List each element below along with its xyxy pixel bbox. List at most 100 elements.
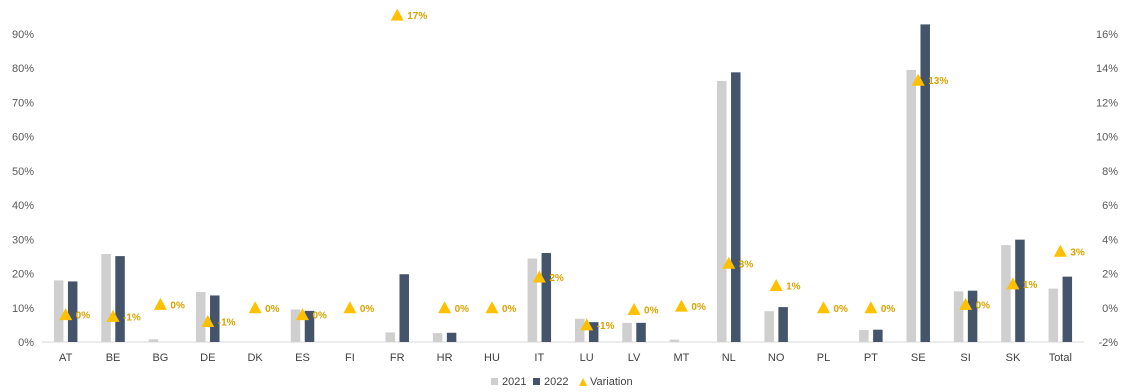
variation-label: 3% [739,259,754,270]
bar-2021 [290,309,301,342]
variation-label: -1% [597,321,615,332]
variation-label: 1% [1023,280,1038,291]
y-left-tick-label: 90% [12,29,34,41]
y-right-tick-label: 12% [1096,97,1118,109]
variation-label: 0% [644,305,659,316]
variation-label: 0% [360,304,375,315]
y-right-tick-label: 2% [1102,269,1118,281]
bar-2022 [920,24,930,342]
axes: 0% 10% 20% 30% 40% 50% 60% 70% 80% 90% -2% 0% 2% 4% 6%… [12,29,1118,349]
category-label: PT [864,352,878,364]
bar-2021 [1001,245,1011,342]
category-label: SK [1006,352,1021,364]
bar-2021 [385,332,395,342]
variation-marker [485,301,499,314]
y-right-tick-label: 10% [1096,132,1118,144]
variation-marker [864,301,878,314]
bar-2021 [622,322,632,342]
variation-marker [390,8,404,21]
bar-2021 [53,280,64,342]
legend-label-2022: 2022 [544,376,568,388]
variation-label: 0% [455,304,470,315]
variation-marker [248,301,262,314]
category-label: ES [295,352,310,364]
bar-2022 [304,310,315,342]
category-label: HU [484,352,500,364]
variation-label: 0% [313,311,328,322]
bar-2021 [101,254,111,342]
bar-2022 [67,281,78,342]
bar-2021 [574,318,585,342]
variation-marker [722,256,736,269]
category-label: DK [247,352,263,364]
y-right-tick-label: 6% [1102,200,1118,212]
category-label: PL [817,352,830,364]
bar-2022 [541,253,552,342]
variation-label: 0% [881,304,896,315]
variation-label: 1% [786,282,801,293]
legend-swatch-2021 [491,378,498,385]
variation-marker [532,270,546,283]
variation-label: 0% [170,300,185,311]
y-right-tick-label: 0% [1102,303,1118,315]
category-label: FR [390,352,405,364]
bar-2022 [778,307,788,342]
variation-label: -1% [218,317,236,328]
variation-label: 0% [834,304,849,315]
bars [53,24,1073,342]
category-labels: AT BE BG DE DK ES FI FR HR HU IT LU LV MT NL NO PL PT SE SI… [59,352,1072,364]
bar-2022 [399,274,409,342]
y-left-tick-label: 30% [12,234,34,246]
category-label: HR [437,352,453,364]
category-label: DE [200,352,215,364]
variation-marker [627,302,641,315]
variation-label: 3% [1070,247,1085,258]
variation-marker [911,73,925,86]
legend-swatch-2022 [533,378,540,385]
variation-marker [817,301,830,314]
bar-2021 [717,80,727,342]
category-label: LV [628,352,641,364]
variation-marker [296,308,309,321]
category-label: BE [106,352,121,364]
y-left-tick-label: 50% [12,166,34,178]
bar-2022 [115,256,125,342]
y-left-tick-label: 60% [12,132,34,144]
variation-label: 0% [265,304,280,315]
bar-2021 [148,339,159,342]
variation-marker [106,309,120,322]
bar-2022 [873,329,883,342]
bar-2022 [210,295,220,342]
y-left-tick-label: 20% [12,269,34,281]
category-label: LU [580,352,594,364]
variation-label: 0% [691,302,706,313]
bar-2021 [669,339,680,342]
variation-marker [959,297,973,310]
variation-marker [438,301,452,314]
variation-marker [1053,244,1067,257]
y-right-tick-label: 4% [1102,234,1118,246]
bar-2021 [432,333,443,342]
y-right-tick-label: -2% [1098,337,1118,349]
bar-2021 [196,292,206,342]
bar-2021 [906,69,916,342]
variation-markers: 0% -1% 0% -1% 0% 0% 0% 17% 0% 0% 2% -1% 0% 0% 3% 1% 0% 0%… [59,8,1085,332]
category-label: SE [911,352,926,364]
y-right-tick-label: 16% [1096,29,1118,41]
variation-marker [1006,277,1020,290]
variation-marker [674,299,688,312]
bar-2021 [953,291,964,342]
variation-label: -1% [123,312,141,323]
variation-label: 0% [976,300,991,311]
y-left-tick-label: 0% [18,337,34,349]
y-left-tick-label: 70% [12,97,34,109]
variation-marker [201,314,215,327]
category-label: Total [1049,352,1072,364]
legend-label-2021: 2021 [502,376,526,388]
category-label: BG [152,352,168,364]
category-label: NO [768,352,785,364]
category-label: FI [345,352,355,364]
variation-label: 0% [76,311,91,322]
bar-2022 [1062,276,1073,342]
category-label: AT [59,352,73,364]
